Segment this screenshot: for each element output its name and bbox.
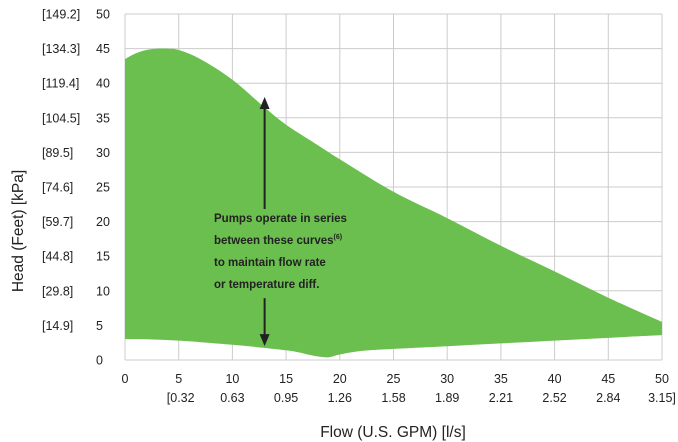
x-tick-label-secondary: 1.58 [381, 391, 405, 405]
x-axis-ticks: 0 5 [0.32 10 0.63 15 0.95 20 1.26 25 1.58 30 1.89 35 2… [122, 372, 676, 405]
y-tick-label: 0 [96, 354, 103, 368]
y-axis-title: Head (Feet) [kPa] [10, 170, 27, 292]
annotation-arrow [259, 97, 270, 347]
arrow-up-head [259, 97, 270, 110]
operating-area [125, 48, 662, 358]
x-tick-label-secondary: 0.63 [220, 391, 244, 405]
x-tick-label-secondary: 2.84 [596, 391, 620, 405]
y-tick-label-secondary: [14.9] [42, 319, 73, 333]
y-tick-label: 15 [96, 250, 110, 264]
y-tick-label-secondary: [59.7] [42, 215, 73, 229]
y-tick-label: 5 [96, 319, 103, 333]
x-tick-label: 0 [122, 372, 129, 386]
note-line: or temperature diff. [214, 279, 319, 291]
note-line: between these curves [214, 235, 334, 247]
x-tick-label: 10 [225, 372, 239, 386]
x-tick-label: 25 [387, 372, 401, 386]
x-tick-label: 50 [655, 372, 669, 386]
y-axis-ticks: 0 5 [14.9] 10 [29.8] 15 [44.8] 20 [59.7] 25 [74.6]… [42, 8, 110, 368]
y-tick-label: 40 [96, 77, 110, 91]
x-tick-label-secondary: [0.32 [167, 391, 195, 405]
x-tick-label: 40 [548, 372, 562, 386]
x-tick-label: 35 [494, 372, 508, 386]
x-tick-label: 20 [333, 372, 347, 386]
x-axis-title: Flow (U.S. GPM) [l/s] [320, 424, 466, 441]
y-tick-label-secondary: [44.8] [42, 250, 73, 264]
annotation-note: Pumps operate in series between these cur… [214, 213, 347, 291]
y-tick-label: 50 [96, 8, 110, 22]
y-tick-label: 35 [96, 111, 110, 125]
y-tick-label: 45 [96, 42, 110, 56]
y-tick-label-secondary: [149.2] [42, 8, 80, 22]
y-tick-label-secondary: [89.5] [42, 146, 73, 160]
x-tick-label-secondary: 1.89 [435, 391, 459, 405]
y-tick-label: 20 [96, 215, 110, 229]
note-superscript: (6) [334, 234, 343, 241]
arrow-down-head [259, 334, 270, 347]
x-tick-label-secondary: 3.15] [648, 391, 676, 405]
x-tick-label: 5 [175, 372, 182, 386]
x-tick-label-secondary: 0.95 [274, 391, 298, 405]
note-line: Pumps operate in series [214, 213, 347, 225]
x-tick-label: 30 [440, 372, 454, 386]
y-tick-label-secondary: [104.5] [42, 111, 80, 125]
x-tick-label-secondary: 1.26 [328, 391, 352, 405]
y-tick-label: 30 [96, 146, 110, 160]
x-tick-label-secondary: 2.52 [542, 391, 566, 405]
y-tick-label: 25 [96, 181, 110, 195]
y-tick-label: 10 [96, 284, 110, 298]
y-tick-label-secondary: [119.4] [42, 77, 79, 91]
x-tick-label: 15 [279, 372, 293, 386]
x-tick-label-secondary: 2.21 [489, 391, 513, 405]
y-tick-label-secondary: [74.6] [42, 181, 73, 195]
y-tick-label-secondary: [29.8] [42, 284, 73, 298]
y-tick-label-secondary: [134.3] [42, 42, 80, 56]
x-tick-label: 45 [601, 372, 615, 386]
note-line: to maintain flow rate [214, 257, 326, 269]
